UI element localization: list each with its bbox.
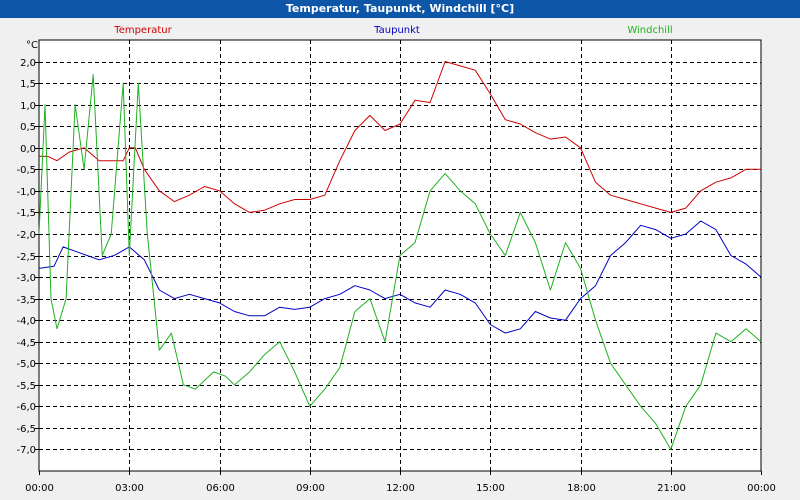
x-axis: 00:0003.12.2303:0003.12.2306:0003.12.230…	[25, 471, 776, 494]
chart: 2,0 1,5 1,0 0,5 0,0 -0,5 -1,0 -1,5 -2,0 -2,5 -3,0 -…	[0, 18, 800, 500]
series-line-windchill	[38, 74, 762, 450]
y-tick-label: -2,0	[16, 230, 36, 241]
y-tick-label: -6,0	[16, 402, 36, 413]
y-tick-label: -5,5	[16, 381, 36, 392]
y-tick-label: -5,0	[16, 359, 36, 370]
x-tick-label-time: 00:00	[747, 483, 776, 494]
y-tick-label: 1,0	[20, 101, 36, 112]
y-tick-label: 0,5	[20, 122, 36, 133]
y-tick-label: -0,5	[16, 165, 36, 176]
x-tick-label-time: 03:00	[115, 483, 144, 494]
y-tick-label: -1,0	[16, 187, 36, 198]
x-tick-label-time: 00:00	[25, 483, 54, 494]
window-title: Temperatur, Taupunkt, Windchill [°C]	[0, 0, 800, 18]
x-tick-label-time: 06:00	[206, 483, 235, 494]
y-tick-label: -3,5	[16, 295, 36, 306]
y-tick-label: -6,5	[16, 424, 36, 435]
x-tick-label-time: 12:00	[386, 483, 415, 494]
x-tick-label-time: 18:00	[567, 483, 596, 494]
y-tick-label: -4,0	[16, 316, 36, 327]
y-tick-label: -7,0	[16, 445, 36, 456]
y-tick-label: -2,5	[16, 252, 36, 263]
y-axis: 2,0 1,5 1,0 0,5 0,0 -0,5 -1,0 -1,5 -2,0 -2,5 -3,0 -…	[16, 58, 39, 456]
legend: Temperatur Taupunkt Windchill	[113, 25, 672, 36]
x-tick-label-time: 15:00	[476, 483, 505, 494]
series-line-temperatur	[39, 61, 761, 213]
legend-taupunkt: Taupunkt	[373, 25, 420, 36]
y-tick-label: 1,5	[20, 79, 36, 90]
legend-windchill: Windchill	[627, 25, 672, 36]
y-tick-label: -4,5	[16, 338, 36, 349]
y-tick-label: 2,0	[20, 58, 36, 69]
series-group	[38, 61, 762, 450]
y-tick-label: -1,5	[16, 208, 36, 219]
x-tick-label-time: 09:00	[296, 483, 325, 494]
y-tick-label: -3,0	[16, 273, 36, 284]
x-tick-label-time: 21:00	[657, 483, 686, 494]
y-tick-label: 0,0	[20, 144, 36, 155]
y-axis-label: °C	[26, 40, 38, 51]
legend-temperatur: Temperatur	[113, 25, 172, 36]
